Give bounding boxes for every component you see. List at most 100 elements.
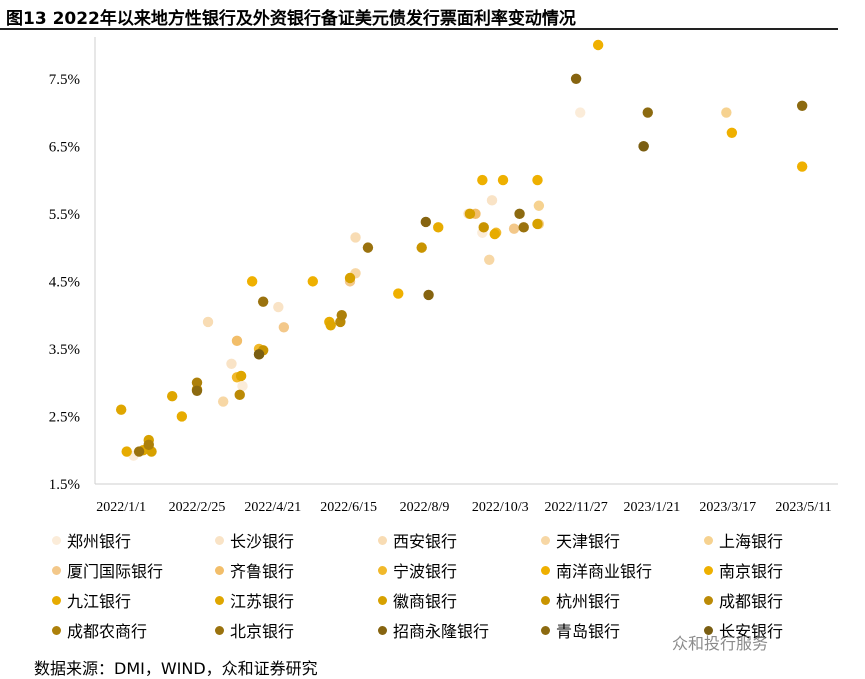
data-point [226,358,237,369]
x-tick-label: 2022/4/21 [244,500,301,515]
data-point [237,380,248,392]
legend-item: 郑州银行 [52,528,131,552]
data-point [393,288,404,299]
legend-label: 宁波银行 [393,562,458,581]
legend-marker [52,535,61,545]
y-tick-label: 1.5% [49,477,80,493]
x-tick-label: 2022/10/3 [472,500,529,515]
data-point [278,322,290,333]
data-point [307,276,318,287]
x-tick-label: 2022/8/9 [400,500,450,515]
data-point [133,446,145,457]
legend-marker [52,595,61,605]
data-point [497,174,509,186]
data-point [176,411,188,422]
data-point [344,272,356,284]
data-point [143,439,154,451]
data-point [532,218,543,230]
data-point [532,174,543,186]
data-point [235,370,247,382]
legend-label: 南洋商业银行 [556,562,653,581]
x-tick-label: 2023/3/17 [699,500,756,515]
legend-item: 江苏银行 [215,588,294,612]
data-point [638,141,649,152]
watermark-text: 众和投行服务 [672,634,769,653]
legend-marker [541,595,550,605]
legend-item: 成都农商行 [52,618,147,642]
legend-label: 杭州银行 [556,592,621,611]
legend-label: 江苏银行 [230,592,295,611]
data-point [508,223,520,234]
legend-marker [215,535,224,545]
data-point [202,316,214,328]
data-point [489,228,500,240]
legend-marker [215,595,224,605]
data-point [253,349,265,360]
legend-item: 南洋商业银行 [541,558,652,582]
legend-label: 成都银行 [719,592,784,611]
legend-item: 北京银行 [215,618,294,642]
data-point [191,377,203,388]
data-point [477,174,488,186]
data-point [362,242,374,253]
x-tick-label: 2023/1/21 [624,500,681,515]
data-point [726,127,738,138]
legend-label: 徽商银行 [393,592,458,611]
data-point [191,385,203,396]
data-points [115,39,808,461]
data-point [533,200,545,211]
data-point [423,289,434,301]
legend-label: 北京银行 [230,622,295,641]
data-point [484,254,495,265]
legend-marker [704,565,713,575]
legend-item: 徽商银行 [378,588,457,612]
legend-label: 厦门国际银行 [67,562,164,581]
y-tick-label: 7.5% [49,72,80,88]
x-tick-label: 2022/1/1 [96,500,146,515]
legend-marker [541,565,550,575]
legend-item: 宁波银行 [378,558,457,582]
legend-marker [215,565,224,575]
source-note: 数据来源：DMI，WIND，众和证券研究 [34,659,318,678]
legend-item: 厦门国际银行 [52,558,163,582]
legend-label: 天津银行 [556,532,621,551]
legend-marker [52,625,61,635]
legend-label: 招商永隆银行 [393,622,490,641]
data-point [433,222,444,233]
legend-label: 长安银行 [719,622,784,641]
legend-marker [378,625,387,635]
legend-marker [378,535,387,545]
legend-label: 南京银行 [719,562,784,581]
legend-item: 长沙银行 [215,528,294,552]
chart-title: 图13 2022年以来地方性银行及外资银行备证美元债发行票面利率变动情况 [6,9,576,29]
data-point [464,208,476,220]
data-point [796,100,808,111]
data-point [575,107,586,118]
legend-label: 成都农商行 [67,622,148,641]
legend-marker [541,535,550,545]
legend-label: 长沙银行 [230,532,295,551]
y-tick-label: 2.5% [49,409,80,425]
legend-marker [378,595,387,605]
data-point [325,320,336,331]
legend-marker [215,625,224,635]
legend-label: 九江银行 [67,592,132,611]
data-point [350,232,361,243]
data-point [486,195,498,206]
data-point [796,161,808,172]
scatter-chart: 1.5% 2.5% 3.5% 4.5% 5.5% 6.5% 7.5% 2022/1/1 2022… [49,37,838,515]
legend-marker [704,535,713,545]
axes: 1.5% 2.5% 3.5% 4.5% 5.5% 6.5% 7.5% 2022/1/1 2022… [49,37,838,515]
legend-label: 齐鲁银行 [230,562,295,581]
data-point [115,404,127,415]
legend-item: 天津银行 [541,528,620,552]
legend-label: 西安银行 [393,532,458,551]
legend-marker [52,565,61,575]
data-point [570,73,582,84]
legend-item: 南京银行 [704,558,783,582]
legend-marker [541,625,550,635]
legend-marker [704,625,713,635]
y-tick-label: 4.5% [49,274,80,290]
data-point [234,389,245,401]
data-point [336,309,347,321]
